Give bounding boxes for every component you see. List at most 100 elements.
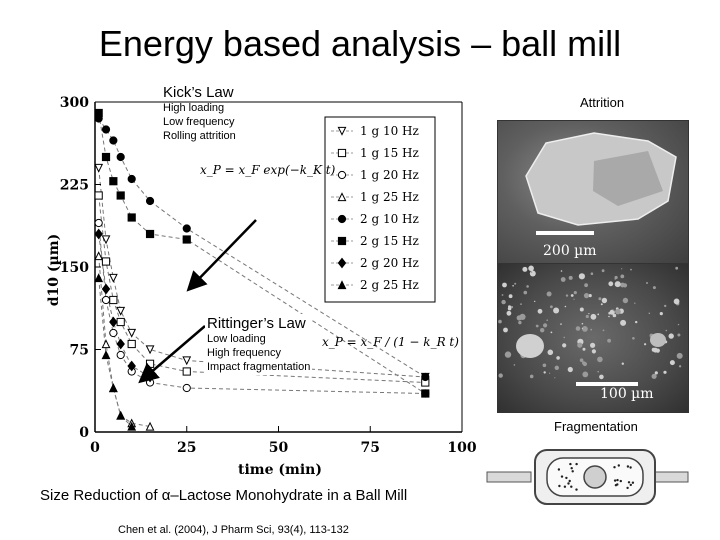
data-point xyxy=(145,359,155,368)
fragment-dot xyxy=(579,358,584,362)
data-point xyxy=(182,383,191,393)
data-point xyxy=(94,191,103,200)
fragment-dot xyxy=(553,307,560,314)
data-point xyxy=(94,228,103,240)
powder-dot xyxy=(568,479,571,483)
particle-facet xyxy=(593,151,663,206)
fragment-dot xyxy=(504,351,512,358)
fragment-dot xyxy=(560,323,562,325)
powder-dot xyxy=(613,466,616,469)
data-point xyxy=(127,360,136,372)
y-tick-label: 150 xyxy=(60,260,89,276)
fragment-dot xyxy=(581,322,584,325)
legend-items: 1 g 10 Hz 1 g 15 Hz 1 g 20 Hz 1 g 25 Hz 2 g … xyxy=(331,124,419,292)
data-point xyxy=(182,224,191,233)
legend-label: 1 g 25 Hz xyxy=(360,190,419,204)
fragmentation-label: Fragmentation xyxy=(554,419,638,434)
fragment-dot xyxy=(673,298,680,305)
data-point xyxy=(127,421,137,431)
y-axis-label: d10 (µm) xyxy=(46,234,62,306)
fragment-dot xyxy=(543,371,546,374)
powder-dot xyxy=(629,483,632,487)
fragment-dot xyxy=(634,302,636,304)
data-point xyxy=(101,283,111,295)
fragment-dot xyxy=(582,326,588,332)
fragment-dot xyxy=(659,312,663,316)
legend-marker xyxy=(337,236,347,246)
grinding-ball xyxy=(583,465,607,489)
fragment-dot xyxy=(516,315,522,321)
fragment-dot xyxy=(621,362,624,365)
data-point xyxy=(421,372,430,382)
fragment-dot xyxy=(676,352,683,359)
fragment-dot xyxy=(579,307,584,312)
fragment-dot xyxy=(630,268,632,271)
data-point xyxy=(108,383,118,393)
fit-curve xyxy=(98,255,151,427)
legend-label: 2 g 15 Hz xyxy=(360,234,419,248)
kick-line-3: Rolling attrition xyxy=(163,130,236,142)
fragment-dot xyxy=(635,320,638,324)
fragment-dot xyxy=(522,266,528,272)
legend-marker xyxy=(337,170,347,180)
scale-bar-bottom xyxy=(576,382,638,386)
fragment-dot xyxy=(620,319,627,326)
kick-annotation: Kick’s Law High loading Low frequency Ro… xyxy=(163,84,236,143)
fragment-dot xyxy=(547,349,554,356)
data-point xyxy=(109,295,118,305)
fragment-dot xyxy=(601,269,605,273)
kick-equation: x_P = x_F exp(−k_K t) xyxy=(200,163,336,177)
legend-marker xyxy=(337,280,347,290)
fragment-dot xyxy=(614,278,616,280)
fragment-dot xyxy=(588,294,592,298)
data-point xyxy=(101,350,111,360)
data-point xyxy=(94,108,103,118)
fit-curve xyxy=(98,222,426,394)
fragment-dot xyxy=(582,371,589,378)
legend-label: 2 g 10 Hz xyxy=(360,212,419,226)
rittinger-line-2: High frequency xyxy=(207,347,281,359)
fragment-dot xyxy=(535,324,539,328)
legend-marker xyxy=(337,257,347,269)
legend-marker xyxy=(337,214,347,224)
fragment-dot xyxy=(565,294,569,297)
data-point xyxy=(116,306,126,316)
legend-label: 1 g 15 Hz xyxy=(360,146,419,160)
data-point xyxy=(116,191,125,200)
fragment-dot xyxy=(597,356,603,363)
data-point xyxy=(101,152,111,162)
fragment-dot xyxy=(583,293,590,299)
data-point xyxy=(94,251,104,261)
fragment-dot xyxy=(590,342,596,348)
fragment-dot xyxy=(537,308,543,314)
fragment-dot xyxy=(518,320,522,325)
fragmentation-particles-graphic: 100 µm xyxy=(498,265,683,402)
fragment-dot xyxy=(652,286,656,290)
fragment-dot xyxy=(573,291,577,295)
data-point xyxy=(108,273,118,283)
data-point xyxy=(101,235,111,245)
fragment-dot xyxy=(612,309,615,312)
mill-powder-dots xyxy=(557,462,635,491)
fragment-dot xyxy=(577,342,583,348)
powder-dot xyxy=(627,481,631,484)
fragment-dot xyxy=(563,336,565,339)
powder-dot xyxy=(629,466,632,469)
fragment-dot xyxy=(615,308,621,315)
data-point xyxy=(116,350,125,360)
fragment-dot xyxy=(584,283,588,288)
fragmentation-sem-image: 100 µm xyxy=(497,263,689,413)
fragment-dot xyxy=(573,298,575,300)
powder-dot xyxy=(557,468,561,471)
fragment-particle-large xyxy=(516,334,544,358)
fragment-dot xyxy=(588,313,590,315)
fragment-dot xyxy=(523,290,528,295)
fragment-dot xyxy=(644,343,647,346)
powder-dot xyxy=(571,470,574,473)
rittinger-line-3: Impact fragmentation xyxy=(207,361,311,373)
fragment-dot xyxy=(597,313,600,316)
y-tick-label: 225 xyxy=(60,178,89,194)
kick-line-1: High loading xyxy=(163,102,225,114)
powder-dot xyxy=(614,484,618,487)
fragment-dot xyxy=(582,361,586,365)
